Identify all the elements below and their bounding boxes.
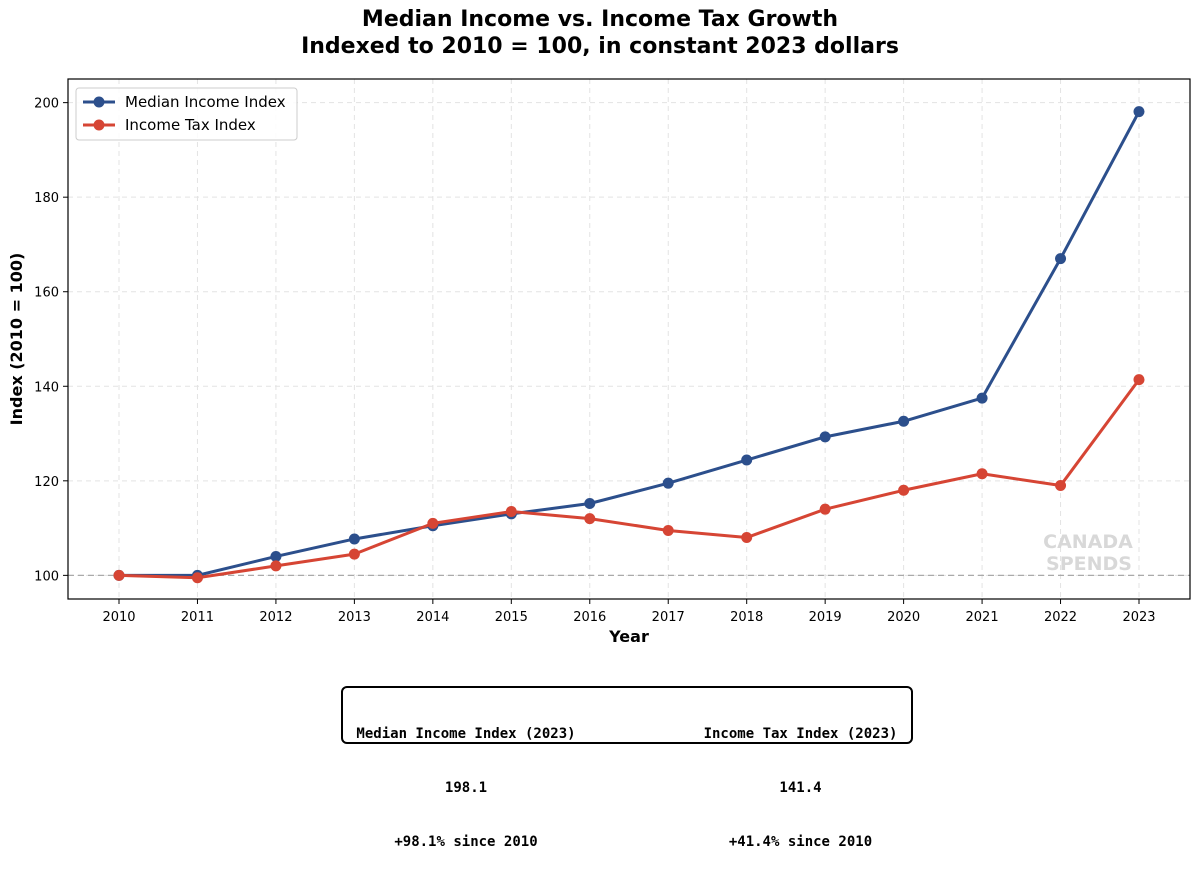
grid <box>68 79 1190 599</box>
y-tick-label-200: 200 <box>34 97 59 112</box>
chart-title: Median Income vs. Income Tax Growth <box>361 7 839 32</box>
point-income-tax-index-2017 <box>662 524 674 536</box>
point-median-income-index-2017 <box>662 477 674 489</box>
line-chart: CANADA SPENDS 2010 2011 2012 2013 2014 2015 20… <box>7 78 1191 646</box>
point-income-tax-index-2020 <box>898 484 910 496</box>
watermark-line-1: CANADA <box>1043 531 1133 553</box>
legend-label-income-tax: Income Tax Index <box>125 116 256 134</box>
summary-income-tax-title: Income Tax Index (2023) <box>703 726 898 742</box>
plot-frame <box>67 78 1191 600</box>
point-income-tax-index-2016 <box>584 513 596 525</box>
watermark: CANADA SPENDS <box>1043 531 1133 575</box>
point-median-income-index-2016 <box>584 498 596 510</box>
point-median-income-index-2012 <box>270 550 282 562</box>
x-tick-label-2023: 2023 <box>1122 610 1155 625</box>
point-income-tax-index-2013 <box>348 548 360 560</box>
summary-income-tax: Income Tax Index (2023) 141.4 +41.4% sin… <box>693 689 908 887</box>
axis-ticks: 2010 2011 2012 2013 2014 2015 2016 2017 2018 2019… <box>34 97 1155 625</box>
summary-median-income-value: 198.1 <box>444 780 488 796</box>
point-income-tax-index-2018 <box>741 532 753 544</box>
x-tick-label-2019: 2019 <box>809 610 842 625</box>
x-tick-label-2020: 2020 <box>887 610 920 625</box>
point-median-income-index-2019 <box>819 431 831 443</box>
summary-income-tax-change: +41.4% since 2010 <box>728 834 873 850</box>
y-tick-label-120: 120 <box>34 475 59 490</box>
x-tick-label-2011: 2011 <box>181 610 214 625</box>
point-income-tax-index-2012 <box>270 560 282 572</box>
x-tick-label-2017: 2017 <box>652 610 685 625</box>
x-tick-label-2021: 2021 <box>966 610 999 625</box>
y-tick-label-160: 160 <box>34 286 59 301</box>
summary-income-tax-value: 141.4 <box>779 780 822 796</box>
summary-box: Median Income Index (2023) 198.1 +98.1% … <box>341 686 913 850</box>
x-tick-label-2013: 2013 <box>338 610 371 625</box>
legend-label-median-income: Median Income Index <box>125 93 286 111</box>
point-median-income-index-2022 <box>1055 253 1067 265</box>
x-tick-label-2018: 2018 <box>730 610 763 625</box>
y-tick-label-180: 180 <box>34 191 59 206</box>
x-tick-label-2015: 2015 <box>495 610 528 625</box>
legend-marker-median-income <box>93 96 105 108</box>
point-income-tax-index-2011 <box>191 572 203 584</box>
point-income-tax-index-2022 <box>1055 480 1067 492</box>
y-tick-label-100: 100 <box>34 569 59 584</box>
legend: Median Income Index Income Tax Index <box>75 87 298 141</box>
watermark-line-2: SPENDS <box>1046 553 1132 575</box>
series-line-median-income-index <box>119 110 1141 577</box>
point-median-income-index-2023 <box>1133 106 1145 118</box>
point-income-tax-index-2014 <box>427 517 439 529</box>
point-income-tax-index-2010 <box>113 569 125 581</box>
point-income-tax-index-2019 <box>819 503 831 515</box>
point-income-tax-index-2023 <box>1133 374 1145 386</box>
summary-median-income: Median Income Index (2023) 198.1 +98.1% … <box>346 689 586 887</box>
summary-median-income-change: +98.1% since 2010 <box>394 834 538 850</box>
x-tick-label-2012: 2012 <box>259 610 292 625</box>
point-income-tax-index-2021 <box>976 468 988 480</box>
series <box>113 106 1145 584</box>
x-axis-label: Year <box>608 627 649 646</box>
x-tick-label-2010: 2010 <box>102 610 135 625</box>
chart-subtitle: Indexed to 2010 = 100, in constant 2023 … <box>301 34 899 59</box>
point-median-income-index-2013 <box>348 533 360 545</box>
legend-box <box>75 87 298 141</box>
point-income-tax-index-2015 <box>505 506 517 518</box>
summary-median-income-title: Median Income Index (2023) <box>356 726 576 742</box>
x-tick-label-2022: 2022 <box>1044 610 1077 625</box>
x-tick-label-2016: 2016 <box>573 610 606 625</box>
y-tick-label-140: 140 <box>34 380 59 395</box>
legend-marker-income-tax <box>93 119 105 131</box>
point-median-income-index-2018 <box>741 454 753 466</box>
y-axis-label: Index (2010 = 100) <box>7 253 26 426</box>
x-tick-label-2014: 2014 <box>416 610 449 625</box>
point-median-income-index-2020 <box>898 415 910 427</box>
series-line-income-tax-index <box>118 378 1141 580</box>
point-median-income-index-2021 <box>976 392 988 404</box>
